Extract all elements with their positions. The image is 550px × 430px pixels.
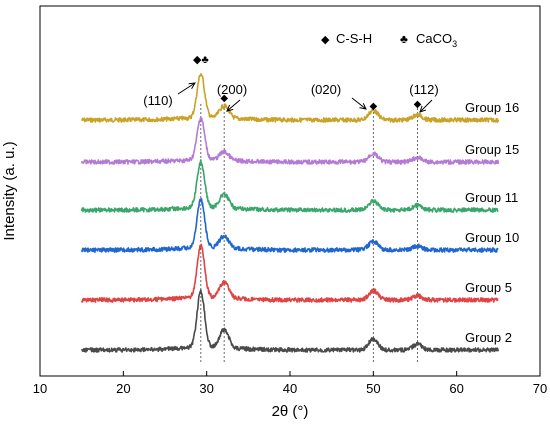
series-label: Group 2: [465, 330, 512, 345]
series-label: Group 16: [465, 100, 519, 115]
x-tick-label: 60: [449, 381, 463, 396]
peak-marker: ◆: [220, 93, 228, 104]
peak-marker: ◆: [414, 99, 422, 110]
legend-caco3-label-sub: 3: [452, 39, 457, 49]
legend-caco3-label: CaCO3: [416, 31, 457, 49]
series-group: [80, 73, 500, 353]
legend-caco3-label-main: CaCO: [416, 31, 452, 46]
series-label: Group 10: [465, 230, 519, 245]
reference-lines: [200, 104, 418, 362]
x-tick-label: 70: [533, 381, 547, 396]
peak-arrow: [227, 99, 241, 111]
x-axis-label: 2θ (°): [272, 403, 309, 420]
legend-csh-marker: ◆: [321, 34, 330, 46]
peak-marker: ◆: [369, 101, 377, 112]
peak-label: (200): [217, 82, 247, 97]
series-line: [80, 159, 499, 213]
legend-caco3-marker: ♣: [400, 32, 408, 46]
series-line: [80, 197, 499, 253]
x-tick-label: 50: [366, 381, 380, 396]
y-axis-label: Intensity (a. u.): [1, 141, 18, 240]
series-labels: Group 16 Group 15 Group 11 Group 10 Group 5 G…: [465, 100, 519, 345]
peak-label: (110): [143, 93, 172, 108]
peak-label: (020): [311, 82, 341, 97]
legend-csh-label: C-S-H: [336, 31, 372, 46]
series-line: [80, 117, 500, 165]
legend: ◆ C-S-H ♣ CaCO3: [321, 31, 457, 49]
series-line: [81, 73, 500, 123]
peak-marker: ◆♣: [193, 54, 209, 66]
series-line: [81, 289, 500, 353]
peak-arrow: [420, 99, 433, 112]
series-line: [80, 243, 499, 303]
x-tick-label: 30: [199, 381, 213, 396]
series-label: Group 15: [465, 142, 519, 157]
series-label: Group 5: [465, 280, 512, 295]
peak-arrow: [177, 83, 195, 95]
x-tick-label: 20: [116, 381, 130, 396]
x-tick-label: 40: [283, 381, 297, 396]
peak-arrow: [351, 97, 366, 109]
peak-label: (112): [409, 82, 438, 97]
series-label: Group 11: [465, 190, 518, 205]
peak-annotations: ◆♣ ◆ ◆ ◆ (110) (200) (020) (112): [143, 54, 439, 112]
x-tick-label: 10: [33, 381, 47, 396]
x-axis-ticks: 10 20 30 40 50 60 70: [33, 371, 547, 396]
